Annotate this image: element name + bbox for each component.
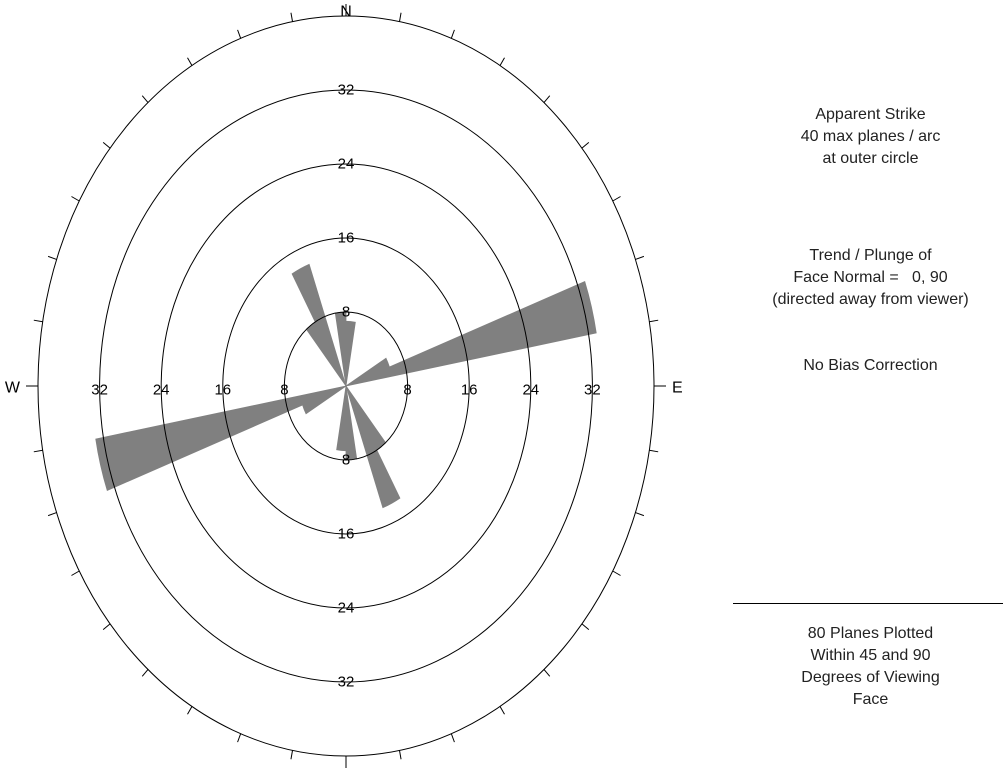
petal-layer bbox=[95, 263, 597, 509]
rose-type-label: Apparent Strike bbox=[815, 106, 926, 123]
outer-circle-note: at outer circle bbox=[822, 150, 919, 167]
tick-340 bbox=[237, 29, 242, 39]
tick-190 bbox=[290, 750, 294, 760]
ring-label-north-24: 24 bbox=[338, 156, 355, 173]
tick-260 bbox=[33, 449, 43, 453]
tick-290 bbox=[47, 255, 57, 260]
ring-label-west-8: 8 bbox=[280, 382, 288, 399]
ring-label-west-24: 24 bbox=[153, 382, 170, 399]
bias-block: No Bias Correction bbox=[733, 355, 1003, 377]
planes-count-block: 80 Planes Plotted Within 45 and 90 Degre… bbox=[733, 623, 1003, 711]
ring-label-west-16: 16 bbox=[214, 382, 231, 399]
rose-petal-180-190 bbox=[336, 385, 347, 452]
tick-310 bbox=[102, 141, 111, 149]
tick-10 bbox=[398, 12, 402, 22]
tick-40 bbox=[543, 95, 551, 103]
tick-280 bbox=[33, 319, 43, 323]
tick-200 bbox=[237, 733, 242, 743]
ring-label-south-24: 24 bbox=[338, 600, 355, 617]
east-label: E bbox=[672, 380, 683, 397]
face-normal-value: Face Normal = 0, 90 bbox=[793, 269, 948, 286]
ring-label-east-16: 16 bbox=[461, 382, 478, 399]
tick-30 bbox=[499, 57, 505, 66]
rose-settings-block: Apparent Strike 40 max planes / arc at o… bbox=[733, 104, 1003, 170]
label-layer: 8 8 8 8 16 16 16 16 24 24 24 24 32 32 32 32 N S E W bbox=[5, 4, 683, 773]
planes-angle-range-label: Within 45 and 90 bbox=[810, 647, 931, 664]
face-normal-direction: (directed away from viewer) bbox=[772, 291, 969, 308]
ring-16 bbox=[222, 237, 470, 535]
tick-250 bbox=[47, 512, 57, 517]
tick-160 bbox=[450, 733, 455, 743]
tick-150 bbox=[499, 706, 505, 715]
ring-label-east-32: 32 bbox=[584, 382, 601, 399]
tick-60 bbox=[612, 196, 621, 202]
tick-210 bbox=[187, 706, 193, 715]
ring-label-south-16: 16 bbox=[338, 526, 355, 543]
west-label: W bbox=[5, 380, 21, 397]
tick-220 bbox=[141, 669, 149, 677]
rose-petal-0-10 bbox=[345, 320, 356, 387]
ring-label-north-32: 32 bbox=[338, 82, 355, 99]
ring-8 bbox=[283, 311, 409, 461]
planes-plotted-label: 80 Planes Plotted bbox=[807, 625, 934, 642]
ring-label-south-8: 8 bbox=[342, 452, 350, 469]
tick-100 bbox=[649, 449, 659, 453]
rose-petal-150-160 bbox=[345, 385, 401, 509]
tick-230 bbox=[102, 623, 111, 631]
south-label: S bbox=[341, 772, 352, 773]
face-normal-block: Trend / Plunge of Face Normal = 0, 90 (d… bbox=[733, 245, 1003, 311]
tick-300 bbox=[71, 196, 80, 202]
tick-240 bbox=[71, 570, 80, 576]
ring-label-west-32: 32 bbox=[91, 382, 108, 399]
planes-viewing-label: Degrees of Viewing bbox=[801, 669, 940, 686]
tick-20 bbox=[450, 29, 455, 39]
ring-32 bbox=[99, 89, 593, 683]
tick-110 bbox=[635, 512, 645, 517]
face-normal-title: Trend / Plunge of bbox=[809, 247, 932, 264]
planes-face-label: Face bbox=[852, 691, 889, 708]
ring-label-south-32: 32 bbox=[338, 674, 355, 691]
grid-layer bbox=[26, 4, 666, 768]
ring-label-north-16: 16 bbox=[338, 230, 355, 247]
tick-350 bbox=[290, 12, 294, 22]
ring-label-north-8: 8 bbox=[342, 304, 350, 321]
tick-130 bbox=[581, 623, 590, 631]
tick-80 bbox=[649, 319, 659, 323]
rose-petal-250-260 bbox=[95, 385, 347, 491]
bias-correction-label: No Bias Correction bbox=[803, 357, 938, 374]
north-label: N bbox=[340, 4, 352, 21]
rose-petal-70-80 bbox=[345, 281, 597, 387]
tick-330 bbox=[187, 57, 193, 66]
rose-petal-330-340 bbox=[291, 263, 347, 387]
tick-140 bbox=[543, 669, 551, 677]
ring-label-east-24: 24 bbox=[522, 382, 539, 399]
tick-170 bbox=[398, 750, 402, 760]
ring-label-east-8: 8 bbox=[403, 382, 411, 399]
ring-24 bbox=[160, 163, 532, 609]
tick-50 bbox=[581, 141, 590, 149]
outer-circle-scale-label: 40 max planes / arc bbox=[800, 128, 941, 145]
tick-70 bbox=[635, 255, 645, 260]
tick-120 bbox=[612, 570, 621, 576]
divider-line bbox=[733, 603, 1003, 604]
tick-320 bbox=[141, 95, 149, 103]
